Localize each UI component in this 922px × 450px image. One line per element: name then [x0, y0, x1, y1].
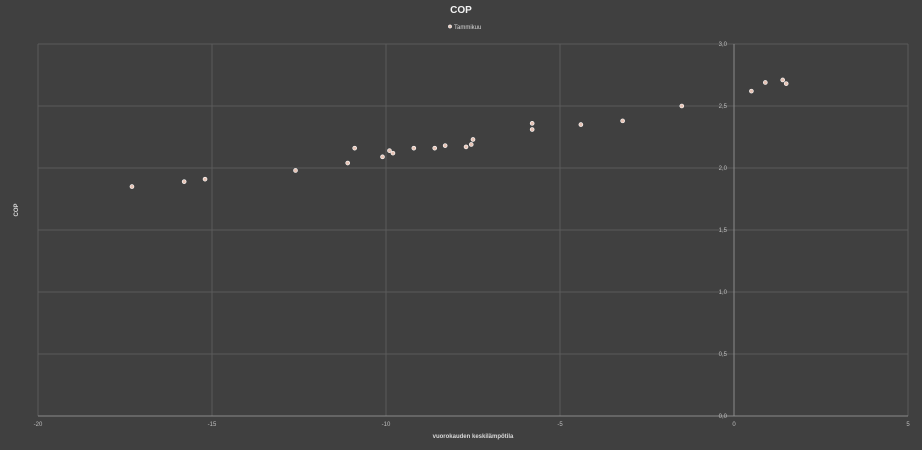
- data-point: [529, 127, 535, 132]
- axes: [38, 44, 908, 417]
- data-point: [387, 148, 392, 153]
- data-point: [442, 143, 448, 148]
- x-axis-title: vuorokauden keskilämpötila: [433, 434, 514, 440]
- y-tick-label: 1,5: [719, 228, 728, 234]
- data-point: [620, 118, 625, 124]
- y-tick-label: 2,0: [719, 166, 728, 172]
- data-point: [293, 168, 298, 173]
- data-point: [411, 145, 417, 151]
- data-points: [129, 77, 789, 189]
- data-point: [390, 150, 396, 156]
- legend-marker: [448, 24, 452, 29]
- x-tick-label: 0: [732, 422, 736, 428]
- legend-label: Tammikuu: [454, 25, 481, 31]
- data-point: [578, 122, 584, 127]
- data-point: [780, 77, 786, 83]
- y-axis-title: COP: [14, 203, 20, 216]
- y-tick-label: 2,5: [719, 104, 728, 110]
- x-tick-label: 5: [906, 422, 910, 428]
- tick-labels: -20 -15 -10 -5 0 5 0,0 0,5 1,0 1,5 2,0 2,5 3,0: [34, 42, 911, 428]
- data-point: [749, 88, 754, 94]
- chart-title: COP: [450, 5, 472, 16]
- data-point: [380, 154, 385, 160]
- x-tick-label: -20: [34, 422, 43, 428]
- x-tick-label: -10: [382, 422, 391, 428]
- data-point: [679, 103, 685, 109]
- data-point: [352, 145, 357, 151]
- data-point: [763, 80, 768, 85]
- data-point: [432, 145, 438, 151]
- data-point: [470, 137, 476, 142]
- data-point: [463, 144, 469, 150]
- data-point: [468, 142, 474, 147]
- data-point: [345, 160, 351, 166]
- x-tick-label: -5: [557, 422, 563, 428]
- data-point: [529, 121, 535, 126]
- y-tick-label: 1,0: [719, 290, 728, 296]
- data-point: [783, 81, 789, 86]
- x-tick-label: -15: [208, 422, 217, 428]
- legend: Tammikuu: [448, 24, 481, 31]
- data-point: [129, 184, 135, 189]
- gridlines: [37, 43, 909, 417]
- y-tick-label: 0,0: [719, 414, 728, 420]
- y-tick-label: 0,5: [719, 352, 728, 358]
- y-tick-label: 3,0: [719, 42, 728, 48]
- data-point: [181, 179, 187, 184]
- data-point: [202, 176, 208, 182]
